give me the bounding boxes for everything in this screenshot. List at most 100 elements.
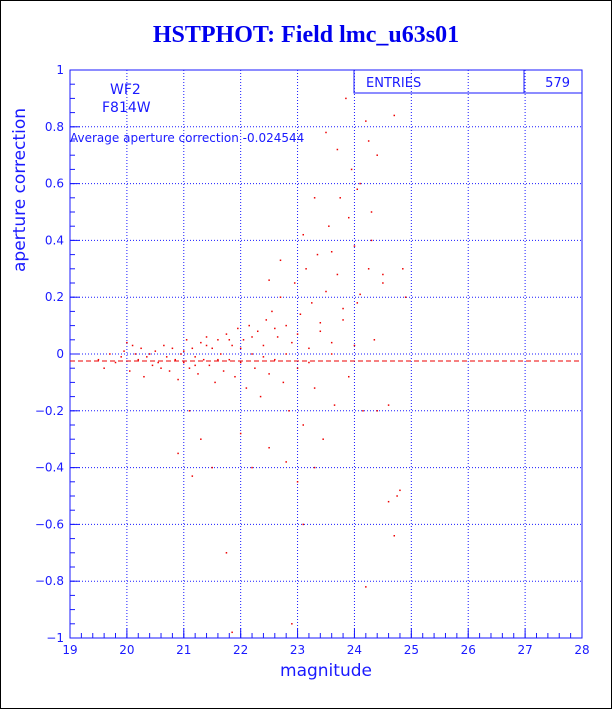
- data-point: [365, 586, 367, 588]
- data-point: [262, 356, 265, 358]
- data-point: [160, 367, 162, 369]
- data-point: [328, 225, 330, 227]
- data-point: [313, 466, 316, 469]
- data-point: [293, 282, 296, 284]
- x-tick-label: 23: [290, 643, 305, 657]
- data-point: [128, 370, 131, 372]
- data-point: [140, 347, 142, 350]
- data-point: [97, 358, 100, 361]
- data-point: [120, 356, 122, 358]
- data-point: [234, 375, 236, 378]
- data-point: [302, 424, 304, 426]
- data-point: [151, 364, 154, 367]
- data-point: [123, 350, 125, 352]
- data-point: [177, 452, 179, 455]
- data-point: [191, 347, 194, 350]
- data-point: [251, 353, 253, 355]
- data-point: [367, 140, 370, 142]
- data-point: [330, 353, 333, 355]
- y-tick-label: 0.8: [45, 120, 64, 134]
- data-point: [359, 293, 361, 296]
- data-point: [174, 358, 176, 361]
- data-point: [393, 114, 396, 117]
- data-point: [387, 500, 390, 503]
- data-point: [311, 302, 313, 304]
- data-point: [262, 344, 265, 347]
- data-point: [208, 364, 211, 367]
- data-point: [353, 245, 356, 247]
- data-point: [291, 341, 293, 344]
- data-point: [348, 216, 350, 219]
- y-tick-label: 0.2: [45, 290, 64, 304]
- data-point: [325, 131, 327, 134]
- data-point: [308, 347, 310, 350]
- data-point: [259, 395, 262, 398]
- data-point: [276, 336, 279, 338]
- data-point: [348, 375, 350, 378]
- x-tick-label: 27: [517, 643, 532, 657]
- data-point: [285, 324, 287, 327]
- data-point: [222, 370, 225, 372]
- x-tick-label: 20: [119, 643, 134, 657]
- data-point: [325, 290, 327, 293]
- data-point: [165, 356, 168, 358]
- data-point: [330, 341, 333, 344]
- data-point: [274, 358, 276, 361]
- data-point: [217, 339, 219, 341]
- stats-box: [353, 69, 583, 94]
- data-point: [239, 361, 242, 364]
- data-point: [387, 404, 390, 406]
- data-point: [345, 97, 347, 100]
- grid-lines: [70, 70, 582, 638]
- filter-label: F814W: [102, 100, 151, 116]
- data-point: [319, 330, 322, 333]
- data-point: [268, 279, 270, 281]
- data-point: [359, 182, 361, 185]
- x-tick-label: 24: [347, 643, 362, 657]
- data-point: [185, 339, 188, 341]
- data-point: [200, 341, 202, 344]
- data-point: [305, 268, 307, 270]
- stats-value: 579: [545, 76, 570, 91]
- data-point: [313, 197, 316, 199]
- data-point: [251, 336, 253, 338]
- data-point: [103, 367, 105, 369]
- x-tick-label: 22: [233, 643, 248, 657]
- data-point: [265, 319, 268, 321]
- data-point: [322, 438, 324, 440]
- y-tick-label: 0: [56, 347, 64, 361]
- data-point: [191, 475, 194, 477]
- y-tick-label: −0.8: [35, 574, 64, 588]
- data-point: [237, 327, 239, 330]
- y-tick-label: −0.2: [35, 404, 64, 418]
- data-point: [211, 347, 213, 350]
- data-point: [194, 364, 196, 367]
- plot-border: [69, 69, 583, 639]
- data-point: [134, 353, 137, 355]
- data-point: [350, 168, 353, 171]
- y-tick-label: −0.6: [35, 517, 64, 531]
- data-points: [97, 97, 407, 634]
- data-point: [285, 353, 287, 355]
- data-point: [271, 310, 273, 313]
- data-point: [256, 330, 259, 333]
- x-tick-label: 25: [404, 643, 419, 657]
- data-point: [228, 358, 231, 361]
- data-point: [183, 361, 185, 364]
- data-point: [137, 358, 140, 361]
- data-point: [302, 233, 304, 236]
- data-point: [376, 154, 378, 156]
- data-point: [146, 356, 148, 358]
- chart-title: HSTPHOT: Field lmc_u63s01: [152, 22, 460, 48]
- data-point: [353, 344, 356, 347]
- data-point: [313, 387, 316, 389]
- data-point: [288, 410, 290, 412]
- data-point: [362, 410, 364, 412]
- axis-ticks: 19 20 21 22 23 24 25 26 27 28 −1 −0.8 −0.6 −0.4 −0.2 0 0…: [35, 63, 590, 657]
- data-point: [393, 535, 396, 537]
- data-point: [399, 489, 401, 492]
- data-point: [163, 344, 165, 347]
- data-point: [225, 552, 228, 554]
- data-point: [239, 347, 242, 350]
- data-point: [365, 120, 367, 122]
